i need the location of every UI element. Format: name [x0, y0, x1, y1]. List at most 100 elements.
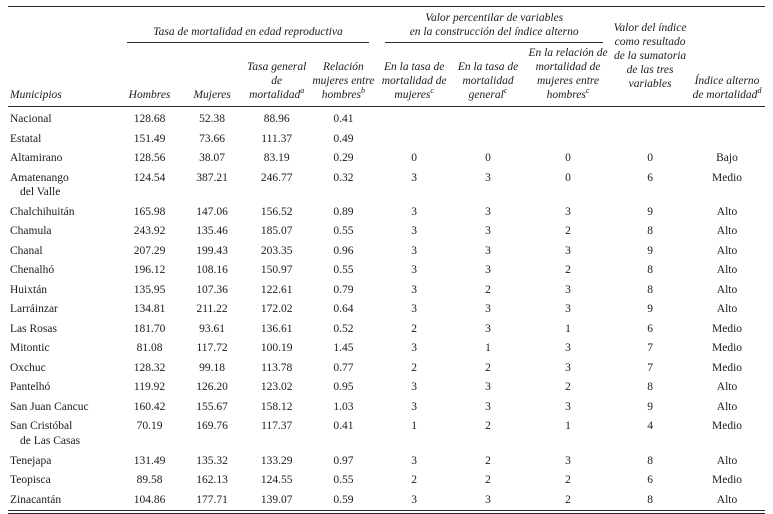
value-cell: Medio: [712, 342, 743, 355]
value-cell: 2: [565, 493, 571, 506]
municipality-cell: Chanal: [10, 244, 43, 257]
value-cell: 135.95: [133, 283, 166, 296]
value-cell: 2: [565, 381, 571, 394]
value-cell: 1: [485, 342, 491, 355]
value-cell: 135.32: [196, 454, 228, 467]
group-header-mortality-rate: Tasa de mortalidad en edad reproductiva: [119, 7, 377, 44]
table-row: Estatal 151.49 73.66 111.37 0.49: [8, 129, 765, 149]
value-cell: 3: [565, 361, 571, 374]
municipality-cell: San Juan Cancuc: [10, 400, 89, 413]
value-cell: Alto: [716, 225, 738, 238]
footnote-mark-c3: c: [585, 86, 590, 96]
value-cell: [451, 129, 525, 149]
value-cell: 0: [647, 152, 653, 165]
value-cell: 73.66: [199, 132, 226, 145]
value-cell: 7: [647, 361, 653, 374]
value-cell: 93.61: [199, 322, 226, 335]
table-row: Pantelhó 119.92 126.20 123.02 0.95 3 3 2 8 Alto: [8, 378, 765, 398]
value-cell: 3: [411, 493, 418, 506]
municipality-cell: Mitontic: [10, 342, 50, 355]
value-cell: Medio: [712, 361, 743, 374]
value-cell: 3: [565, 400, 571, 413]
value-cell: 211.22: [196, 303, 228, 316]
value-cell: [689, 107, 765, 130]
value-cell: 0.97: [333, 454, 354, 467]
value-cell: 81.08: [136, 342, 163, 355]
table-row: San Cristóbal de Las Casas 70.19 169.76 117…: [8, 417, 765, 451]
value-cell: 6: [647, 474, 653, 487]
value-cell: 113.78: [261, 361, 293, 374]
table-row: Nacional 128.68 52.38 88.96 0.41: [8, 107, 765, 130]
value-cell: 0.55: [333, 225, 354, 238]
value-cell: 0: [485, 152, 491, 165]
table-row: Mitontic 81.08 117.72 100.19 1.45 3 1 3 7 Medio: [8, 339, 765, 359]
value-cell: 2: [485, 283, 491, 296]
value-cell: 246.77: [260, 171, 293, 184]
alternate-index-label: Índice alterno de mortalidad: [692, 75, 760, 102]
value-cell: 107.36: [196, 283, 228, 296]
value-cell: 111.37: [261, 132, 293, 145]
value-cell: Alto: [716, 303, 738, 316]
value-cell: 158.12: [260, 400, 293, 413]
value-cell: 207.29: [133, 244, 166, 257]
value-cell: 0.89: [333, 205, 354, 218]
value-cell: 0.59: [333, 493, 354, 506]
value-cell: 135.46: [196, 225, 228, 238]
value-cell: [611, 107, 689, 130]
value-cell: 1: [565, 420, 571, 433]
value-cell: [689, 129, 765, 149]
value-cell: 104.86: [133, 493, 166, 506]
percentile-general-label: En la tasa de mortalidad general: [457, 61, 519, 102]
column-header-index-sum-value: Valor del índice como resultado de la su…: [611, 6, 690, 108]
value-cell: 0.49: [333, 132, 354, 145]
value-cell: 3: [411, 381, 418, 394]
column-header-municipios: Municipios: [8, 6, 119, 108]
municipality-cell: Larráinzar: [10, 303, 58, 316]
value-cell: 0: [565, 171, 571, 184]
table-row: Huixtán 135.95 107.36 122.61 0.79 3 2 3 8 Alto: [8, 280, 765, 300]
value-cell: 147.06: [196, 205, 228, 218]
value-cell: 83.19: [263, 152, 290, 165]
value-cell: 3: [485, 244, 491, 257]
table-row: San Juan Cancuc 160.42 155.67 158.12 1.03 3 3 3…: [8, 397, 765, 417]
percentile-relacion-label: En la relación de mortalidad de mujeres …: [528, 47, 608, 102]
value-cell: 8: [647, 381, 653, 394]
value-cell: 387.21: [196, 171, 228, 184]
value-cell: 2: [485, 474, 491, 487]
value-cell: 8: [647, 283, 653, 296]
value-cell: 128.32: [133, 361, 166, 374]
value-cell: 3: [565, 283, 571, 296]
footnote-mark-d: d: [757, 86, 762, 96]
value-cell: 1.03: [333, 400, 354, 413]
value-cell: 2: [565, 225, 571, 238]
value-cell: 8: [647, 493, 653, 506]
value-cell: Alto: [716, 264, 738, 277]
value-cell: 162.13: [196, 474, 228, 487]
value-cell: 9: [647, 244, 653, 257]
table-row: Altamirano 128.56 38.07 83.19 0.29 0 0 0 0 Bajo: [8, 149, 765, 169]
municipality-cell: Chenalhó: [10, 264, 55, 277]
value-cell: 9: [647, 205, 653, 218]
value-cell: 0.55: [333, 474, 354, 487]
footnote-mark-c2: c: [503, 86, 508, 96]
value-cell: 181.70: [133, 322, 166, 335]
value-cell: 196.12: [133, 264, 166, 277]
municipality-cell: Estatal: [10, 132, 42, 145]
value-cell: 2: [485, 420, 491, 433]
value-cell: 243.92: [133, 225, 166, 238]
value-cell: 3: [485, 264, 491, 277]
municipality-cell: Pantelhó: [10, 381, 51, 394]
value-cell: [451, 107, 525, 130]
municipality-cell: Chamula: [10, 225, 52, 238]
value-cell: 0.29: [333, 152, 354, 165]
tasa-general-label: Tasa general de mortalidad: [247, 61, 307, 102]
value-cell: 124.55: [260, 474, 293, 487]
value-cell: 126.20: [196, 381, 228, 394]
value-cell: 3: [411, 225, 418, 238]
value-cell: 2: [485, 361, 491, 374]
column-header-row: Hombres Mujeres Tasa general de mortalid…: [8, 43, 765, 108]
value-cell: 52.38: [199, 113, 226, 126]
value-cell: 0.52: [333, 322, 354, 335]
footnote-mark-b: b: [360, 86, 365, 96]
